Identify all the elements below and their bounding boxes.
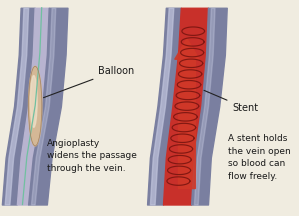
Text: Balloon: Balloon: [43, 65, 135, 98]
Ellipse shape: [30, 76, 37, 127]
FancyArrow shape: [175, 39, 199, 189]
Text: A stent holds
the vein open
so blood can
flow freely.: A stent holds the vein open so blood can…: [228, 134, 290, 181]
Text: Angioplasty
widens the passage
through the vein.: Angioplasty widens the passage through t…: [47, 139, 137, 173]
Text: Stent: Stent: [204, 90, 258, 113]
Ellipse shape: [28, 66, 42, 146]
